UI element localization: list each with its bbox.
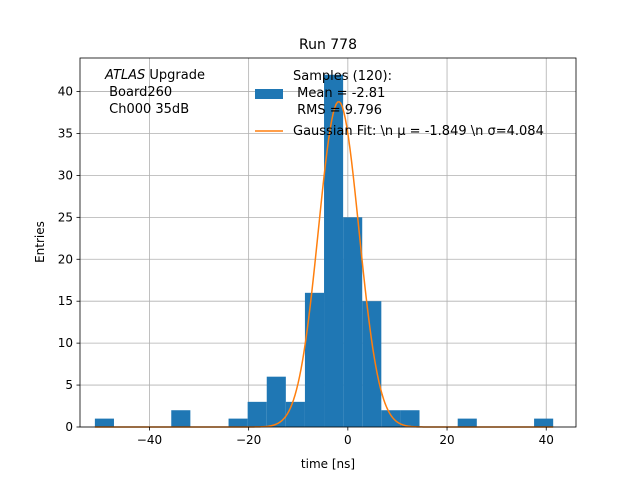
x-tick-label: 40 bbox=[539, 433, 554, 447]
histogram-bar bbox=[171, 410, 191, 427]
x-axis-ticks: −40 −20 0 20 40 bbox=[137, 427, 554, 447]
y-tick-label: 30 bbox=[58, 168, 73, 182]
y-tick-label: 25 bbox=[58, 210, 73, 224]
annotation-line: Ch000 35dB bbox=[105, 102, 189, 117]
atlas-annotation: ATLAS Upgrade Board260 Ch000 35dB bbox=[104, 68, 205, 117]
annotation-line: ATLAS Upgrade bbox=[104, 68, 205, 83]
plot-frame bbox=[79, 57, 577, 428]
x-tick-label: −20 bbox=[236, 433, 261, 447]
x-tick-label: 20 bbox=[439, 433, 454, 447]
histogram-bar bbox=[400, 410, 420, 427]
histogram-bar bbox=[343, 217, 363, 427]
y-tick-label: 10 bbox=[58, 336, 73, 350]
legend: Samples (120): Mean = -2.81 RMS = 9.796 G… bbox=[255, 69, 544, 139]
y-tick-label: 20 bbox=[58, 252, 73, 266]
y-tick-label: 35 bbox=[58, 126, 73, 140]
histogram-bar bbox=[457, 418, 477, 427]
histogram-bar bbox=[285, 401, 305, 427]
y-axis-ticks: 0 5 10 15 20 25 30 35 40 bbox=[58, 85, 80, 434]
histogram-bar bbox=[362, 301, 382, 427]
histogram-bar bbox=[534, 418, 554, 427]
legend-patch-samples bbox=[255, 89, 283, 99]
annotation-line: Board260 bbox=[105, 85, 172, 100]
histogram-bar bbox=[94, 418, 114, 427]
x-tick-label: 0 bbox=[344, 433, 352, 447]
legend-label-samples: Samples (120): bbox=[293, 69, 392, 84]
histogram-bar bbox=[228, 418, 248, 427]
histogram-bar bbox=[324, 74, 344, 427]
legend-label-samples: RMS = 9.796 bbox=[293, 103, 382, 118]
y-axis-label: Entries bbox=[33, 221, 47, 263]
y-tick-label: 15 bbox=[58, 294, 73, 308]
histogram-bars bbox=[94, 74, 554, 427]
legend-label-samples: Mean = -2.81 bbox=[293, 86, 385, 101]
y-tick-label: 40 bbox=[58, 85, 73, 99]
x-tick-label: −40 bbox=[137, 433, 162, 447]
y-tick-label: 5 bbox=[65, 378, 73, 392]
histogram-bar bbox=[247, 401, 267, 427]
histogram-bar bbox=[266, 376, 286, 427]
chart-title: Run 778 bbox=[299, 37, 357, 53]
legend-label-fit: Gaussian Fit: \n μ = -1.849 \n σ=4.084 bbox=[293, 124, 544, 139]
histogram-bar bbox=[304, 292, 325, 427]
histogram-bar bbox=[381, 410, 401, 427]
x-axis-label: time [ns] bbox=[301, 457, 355, 471]
y-tick-label: 0 bbox=[65, 420, 73, 434]
